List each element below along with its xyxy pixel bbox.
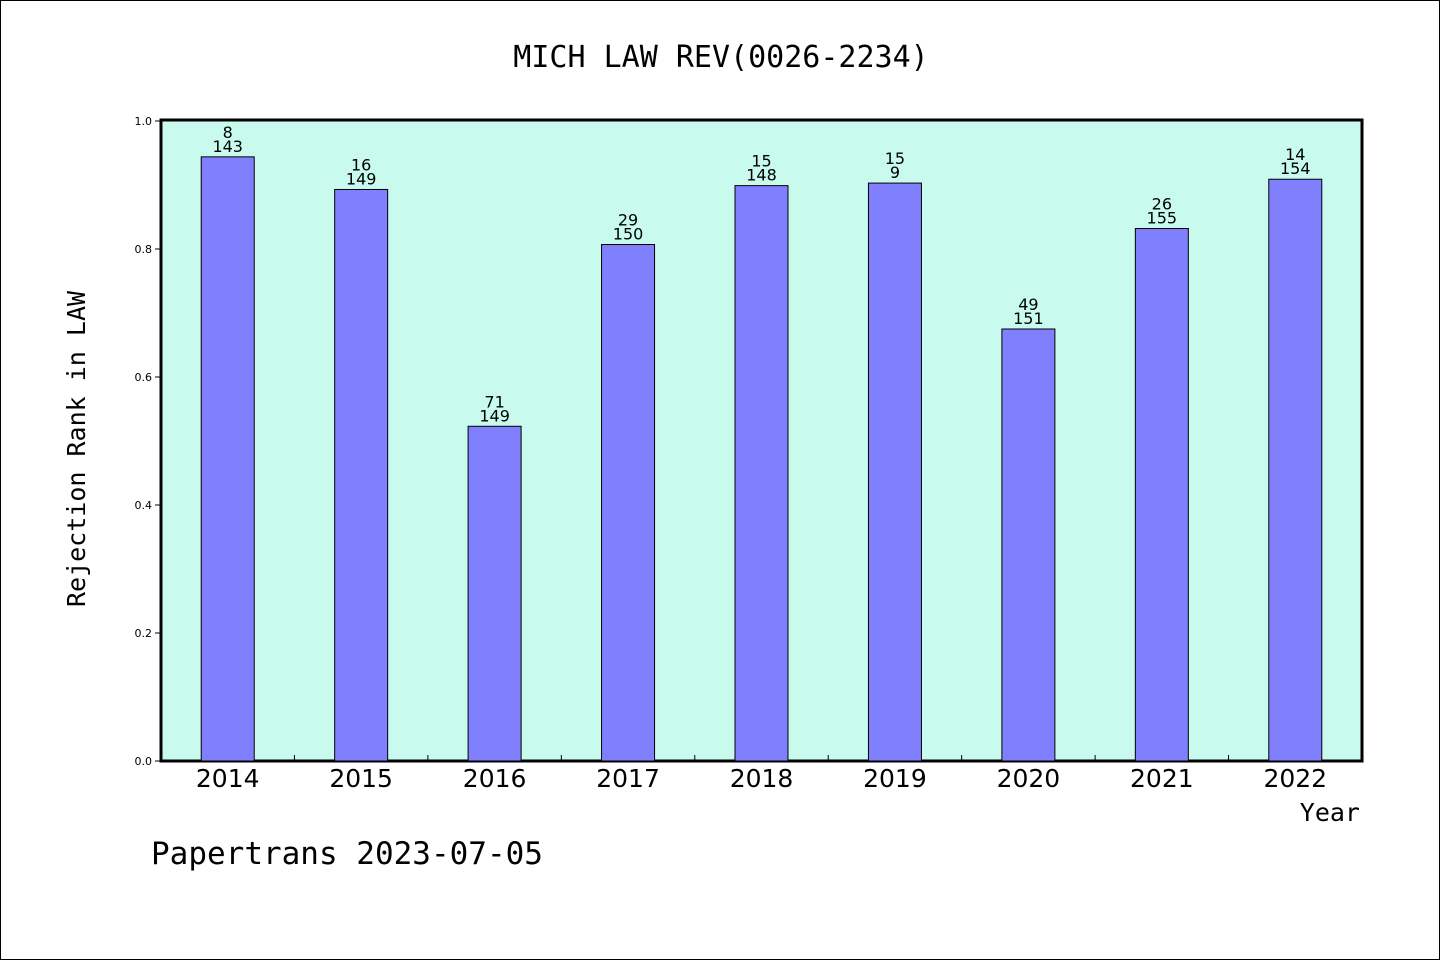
bar-label-bottom: 149 xyxy=(346,169,377,188)
y-axis-label: Rejection Rank in LAW xyxy=(62,290,91,607)
bar-label-bottom: 148 xyxy=(746,166,777,185)
footer-credit: Papertrans 2023-07-05 xyxy=(151,836,543,872)
bar-label-bottom: 149 xyxy=(479,406,510,425)
x-tick-label: 2019 xyxy=(863,764,927,793)
bar-2016 xyxy=(467,425,522,762)
x-tick-label: 2020 xyxy=(997,764,1061,793)
x-tick-label: 2014 xyxy=(196,764,260,793)
y-tick-label: 0.8 xyxy=(135,243,153,256)
bar-2017 xyxy=(601,244,656,762)
x-tick-label: 2022 xyxy=(1263,764,1327,793)
bar-label-bottom: 151 xyxy=(1013,309,1044,328)
bar-label-top: 14 xyxy=(1285,145,1305,164)
bar-label-bottom: 150 xyxy=(613,225,644,244)
y-tick-label: 0.0 xyxy=(135,755,153,768)
bar-label-top: 71 xyxy=(484,392,504,411)
y-tick-label: 0.2 xyxy=(135,627,153,640)
x-tick-label: 2017 xyxy=(596,764,660,793)
y-tick-label: 1.0 xyxy=(135,115,153,128)
bar-label-top: 26 xyxy=(1152,195,1172,214)
bar-2015 xyxy=(334,188,389,762)
y-tick-label: 0.6 xyxy=(135,371,153,384)
bar-2014 xyxy=(200,156,255,762)
x-tick-label: 2018 xyxy=(730,764,794,793)
x-tick-label: 2015 xyxy=(329,764,393,793)
bar-label-bottom: 155 xyxy=(1147,209,1178,228)
bar-2018 xyxy=(734,185,789,762)
bar-label-top: 29 xyxy=(618,211,638,230)
bar-label-top: 15 xyxy=(751,152,771,171)
bar-label-top: 15 xyxy=(885,149,905,168)
y-tick-label: 0.4 xyxy=(135,499,153,512)
x-axis-label: Year xyxy=(1300,798,1360,827)
x-tick-label: 2016 xyxy=(463,764,527,793)
bar-label-bottom: 9 xyxy=(890,163,900,182)
bar-label-bottom: 143 xyxy=(212,137,243,156)
chart-title: MICH LAW REV(0026-2234) xyxy=(513,40,928,75)
bar-2020 xyxy=(1001,328,1056,762)
bar-label-top: 49 xyxy=(1018,295,1038,314)
bar-2019 xyxy=(867,182,922,762)
x-tick-label: 2021 xyxy=(1130,764,1194,793)
bar-label-bottom: 154 xyxy=(1280,159,1311,178)
bar-2021 xyxy=(1134,228,1189,762)
bar-label-top: 8 xyxy=(223,123,233,142)
bar-2022 xyxy=(1268,178,1323,762)
bar-label-top: 16 xyxy=(351,155,371,174)
